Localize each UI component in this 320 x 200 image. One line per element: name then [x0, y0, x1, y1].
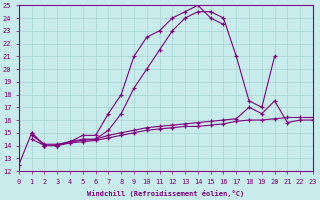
- X-axis label: Windchill (Refroidissement éolien,°C): Windchill (Refroidissement éolien,°C): [87, 190, 244, 197]
